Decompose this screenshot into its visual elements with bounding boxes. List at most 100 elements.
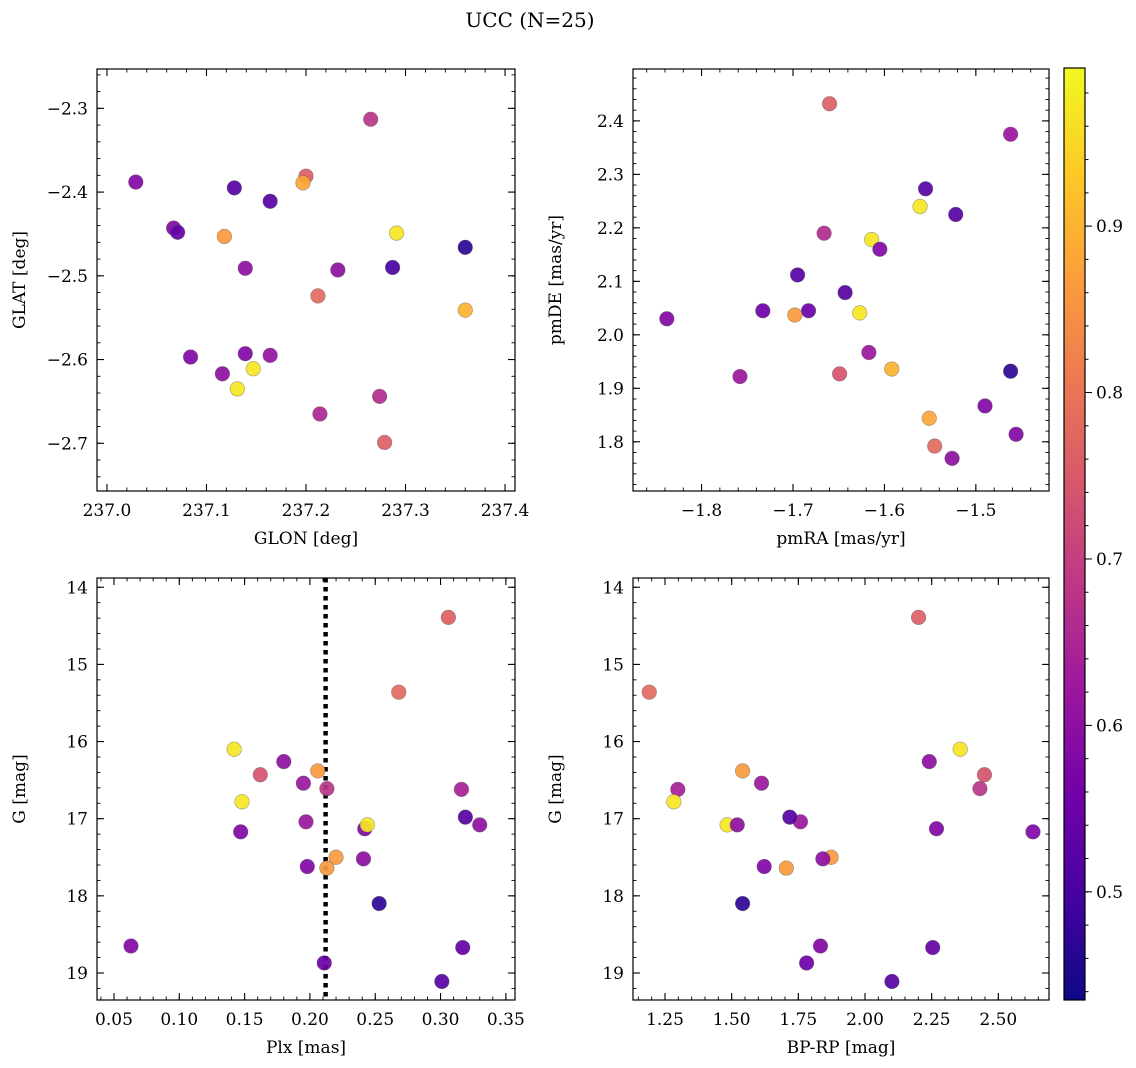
scatter-point [371,895,387,912]
y-tick-label: 18 [66,887,88,907]
scatter-point [457,809,473,825]
scatter-point [755,303,771,319]
major-ticks [633,69,1049,491]
scatter-point [732,368,748,385]
x-tick-label: 2.25 [913,1010,951,1030]
scatter-point [789,267,806,283]
scatter-point [787,307,803,323]
scatter-point [972,781,988,797]
scatter-point [384,259,401,276]
figure-title: UCC (N=25) [465,8,594,32]
scatter-point [355,851,372,867]
minor-ticks [97,69,515,491]
scatter-point [128,174,144,190]
scatter-point [821,96,838,112]
scatter-point [310,288,326,304]
y-tick-label: 2.0 [597,326,624,346]
scatter-point [170,224,186,240]
y-tick-label: 15 [602,655,624,675]
scatter-point [319,860,335,876]
scatter-point [837,284,853,301]
scatter-point [252,767,268,783]
scatter-point [233,824,249,840]
scatter-point [921,754,937,770]
scatter-point [440,609,456,625]
x-tick-label: 0.25 [356,1010,394,1030]
scatter-point [276,754,292,770]
scatter-point [391,684,407,700]
scatter-point [734,895,751,912]
scatter-point [216,228,232,245]
y-tick-label: 18 [602,887,624,907]
scatter-point [912,198,928,215]
axes-frame [96,68,516,492]
scatter-point [815,851,831,867]
scatter-point [872,241,888,257]
scatter-point [457,302,473,318]
scatter-point [312,406,328,422]
y-tick-label: 15 [66,655,88,675]
scatter-point [659,311,675,327]
y-tick-label: 2.3 [597,165,624,185]
scatter-point [234,794,250,810]
scatter-point [377,434,393,451]
scatter-point [952,741,968,757]
scatter-point [363,111,379,127]
colorbar-tick-label: 0.7 [1096,550,1123,570]
scatter-point [226,741,242,757]
scatter-point [927,438,943,454]
axes-frame [632,577,1050,1001]
scatter-point [295,775,311,791]
scatter-point [1002,363,1019,379]
scatter-point [1025,824,1041,840]
scatter-point [917,181,934,197]
scatter-point [884,361,900,377]
y-tick-label: 14 [66,578,88,598]
x-tick-label: 0.10 [160,1010,198,1030]
scatter-point [229,381,245,397]
y-tick-label: 2.1 [597,272,624,292]
scatter-point [782,809,798,825]
x-tick-label: 0.20 [291,1010,329,1030]
scatter-point [798,955,815,971]
y-tick-label: −2.6 [47,351,88,371]
colorbar-tick-label: 0.9 [1096,217,1123,237]
scatter-point [457,239,473,255]
y-axis-label: pmDE [mas/yr] [546,215,566,345]
y-tick-label: 19 [66,964,88,984]
panel-glon-glat: 237.0 237.1 237.2 237.3 237.4 −2.3 −2.4 −2.5 −2.… [10,68,530,549]
scatter-point [262,193,278,209]
scatter-point [214,366,230,382]
scatter-point [832,366,848,382]
scatter-point [182,349,199,365]
axes-frame [632,68,1050,492]
y-tick-label: 2.2 [597,219,624,239]
x-tick-label: −1.5 [955,501,996,521]
axes-frame [96,577,516,1001]
major-ticks [633,578,1049,1000]
scatter-point [319,781,335,797]
y-tick-label: 17 [66,810,88,830]
x-tick-label: 237.4 [481,501,530,521]
x-tick-label: 237.0 [83,501,132,521]
scatter-point [388,225,405,241]
scatter-point [328,849,344,865]
colorbar-tick-label: 0.5 [1096,883,1123,903]
scatter-point [812,938,829,954]
scatter-point [455,939,471,956]
scatter-point [330,262,346,278]
scatter-point [245,361,261,377]
scatter-point [310,763,326,779]
y-tick-label: 2.4 [597,112,624,132]
scatter-point [861,344,877,361]
y-tick-label: 16 [66,733,88,753]
colorbar-ticks [1085,92,1092,993]
y-tick-label: 16 [602,733,624,753]
scatter-point [816,225,832,241]
panel-plx-g: 0.05 0.10 0.15 0.20 0.25 0.30 0.35 14 15 16 17 18 19… [10,577,525,1058]
scatter-point [925,939,941,956]
scatter-point [910,609,927,625]
scatter-point [237,260,253,276]
x-tick-label: 2.00 [846,1010,884,1030]
x-tick-label: −1.6 [864,501,905,521]
